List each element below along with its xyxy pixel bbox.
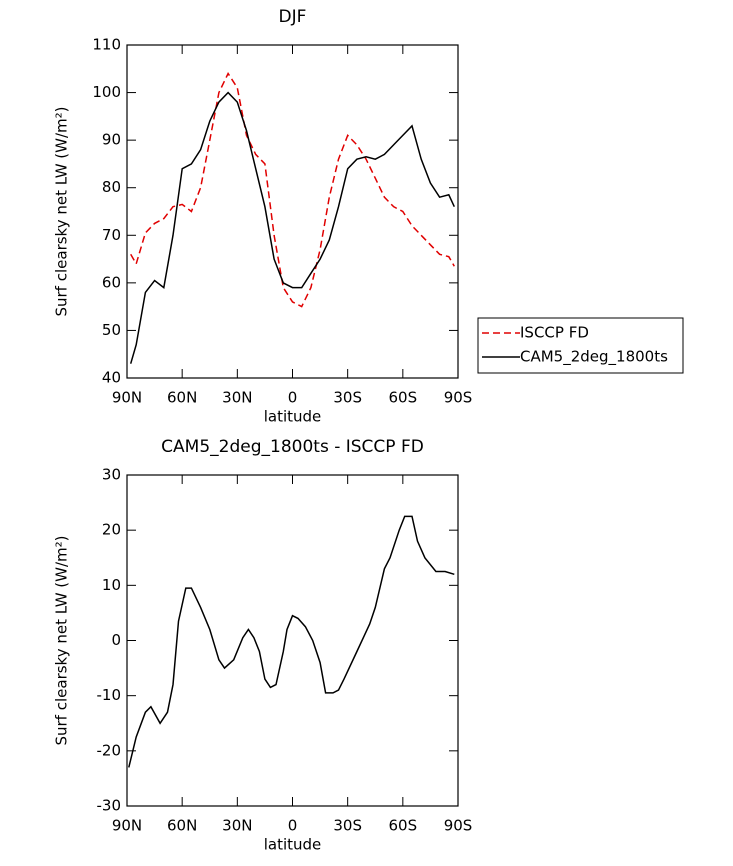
y-tick-label: 40 xyxy=(102,369,121,387)
y-tick-label: 50 xyxy=(102,321,121,339)
x-tick-label: 90N xyxy=(112,389,142,407)
y-tick-label: 100 xyxy=(92,83,121,101)
data-line xyxy=(130,71,455,308)
x-tick-label: 60N xyxy=(167,817,197,835)
y-tick-label: 80 xyxy=(102,178,121,196)
y-axis-label: Surf clearsky net LW (W/m²) xyxy=(53,106,71,316)
chart-title: DJF xyxy=(279,7,307,27)
x-tick-label: 30N xyxy=(222,389,252,407)
y-tick-label: 0 xyxy=(111,631,121,649)
legend-label: CAM5_2deg_1800ts xyxy=(520,348,668,367)
x-tick-label: 30S xyxy=(333,389,362,407)
x-tick-label: 60S xyxy=(389,389,418,407)
y-tick-label: 110 xyxy=(92,36,121,54)
y-tick-label: 30 xyxy=(102,466,121,484)
x-tick-label: 60N xyxy=(167,389,197,407)
x-axis-label: latitude xyxy=(264,836,322,854)
data-line xyxy=(129,91,455,364)
y-tick-label: -10 xyxy=(97,686,122,704)
x-tick-label: 60S xyxy=(389,817,418,835)
chart-title: CAM5_2deg_1800ts - ISCCP FD xyxy=(161,437,424,457)
y-tick-label: 70 xyxy=(102,226,121,244)
y-tick-label: 60 xyxy=(102,273,121,291)
y-tick-label: 10 xyxy=(102,576,121,594)
x-tick-label: 30S xyxy=(333,817,362,835)
x-tick-label: 0 xyxy=(288,389,298,407)
x-tick-label: 0 xyxy=(288,817,298,835)
x-tick-label: 90N xyxy=(112,817,142,835)
x-tick-label: 90S xyxy=(444,389,473,407)
y-tick-label: -20 xyxy=(97,741,122,759)
x-tick-label: 30N xyxy=(222,817,252,835)
x-tick-label: 90S xyxy=(444,817,473,835)
y-tick-label: 90 xyxy=(102,131,121,149)
data-line xyxy=(128,515,455,768)
legend-label: ISCCP FD xyxy=(520,324,589,342)
y-tick-label: -30 xyxy=(97,797,122,815)
y-tick-label: 20 xyxy=(102,521,121,539)
x-axis-label: latitude xyxy=(264,408,322,426)
legend-box xyxy=(477,317,684,374)
y-axis-label: Surf clearsky net LW (W/m²) xyxy=(53,535,71,745)
